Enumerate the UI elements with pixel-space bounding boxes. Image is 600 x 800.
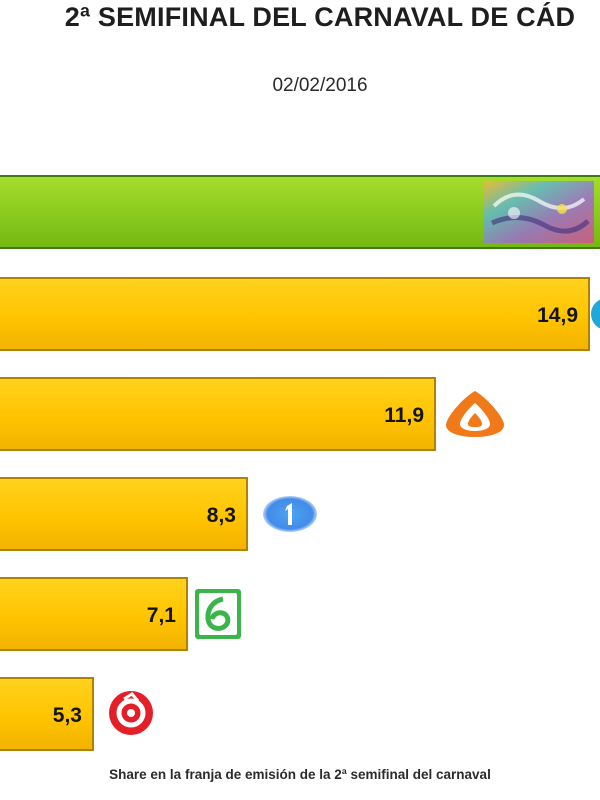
value-label-lasexta: 7,1	[146, 604, 176, 627]
carnaval-logo-icon	[484, 181, 594, 243]
chart-footnote: Share en la franja de emisión de la 2ª s…	[109, 767, 491, 782]
bar-telecinco: 5,3	[0, 677, 94, 751]
lasexta-logo-icon	[195, 589, 241, 639]
chart-title: 2ª SEMIFINAL DEL CARNAVAL DE CÁD	[64, 2, 576, 32]
bar-antena3: 11,9	[0, 377, 436, 451]
value-label-telecinco: 5,3	[52, 704, 82, 727]
bar-cuatro: 14,9	[0, 277, 590, 351]
la1-logo-icon	[263, 496, 317, 532]
antena3-logo-icon	[446, 391, 504, 437]
cuatro-logo-icon	[591, 299, 600, 329]
bar-lasexta: 7,1	[0, 577, 188, 651]
value-label-la1: 8,3	[206, 504, 236, 527]
value-label-antena3: 11,9	[384, 404, 424, 427]
value-label-cuatro: 14,9	[537, 304, 578, 327]
telecinco-logo-icon	[109, 691, 153, 735]
chart-date: 02/02/2016	[272, 75, 368, 96]
bar-la1: 8,3	[0, 477, 248, 551]
